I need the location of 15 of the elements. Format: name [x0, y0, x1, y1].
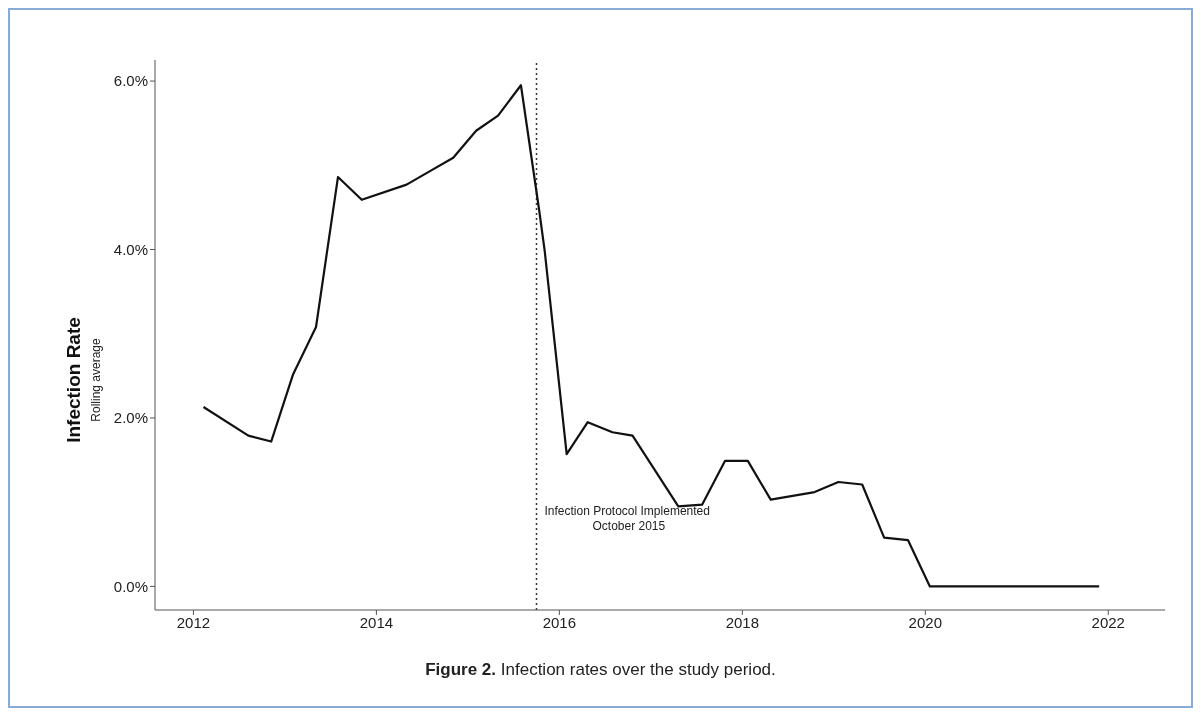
y-tick-label: 2.0% — [113, 409, 148, 427]
text: Figure 2. Infection rates over the study period. — [424, 660, 777, 680]
x-tick-label: 2022 — [1091, 613, 1125, 631]
x-tick-label: 2014 — [359, 613, 394, 631]
y-axis-title: Infection Rate — [63, 317, 84, 443]
text: Rolling average — [89, 337, 103, 422]
x-tick-label: 2016 — [542, 613, 577, 631]
x-tick-label: 2012 — [176, 613, 211, 631]
line-series — [202, 84, 1101, 588]
y-tick-label: 6.0% — [113, 72, 148, 90]
ref-line-label: Infection Protocol Implemented October 2015 — [544, 504, 710, 533]
y-tick-label: 0.0% — [113, 577, 148, 595]
y-tick-label: 4.0% — [113, 240, 148, 258]
x-tick-label: 2020 — [908, 613, 942, 631]
x-tick-label: 2018 — [725, 613, 760, 631]
